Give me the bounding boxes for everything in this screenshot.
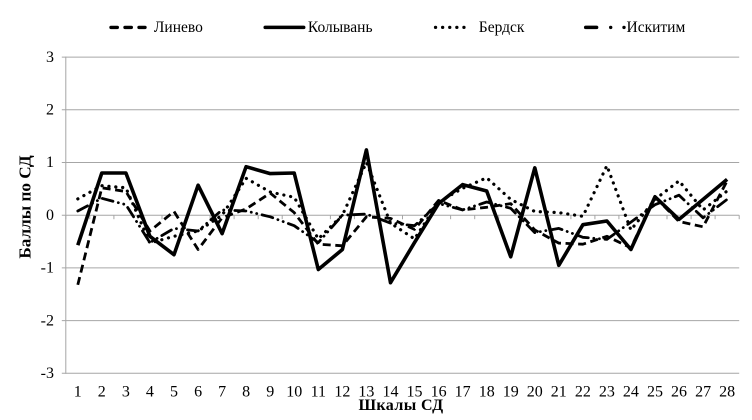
svg-text:7: 7: [218, 384, 226, 401]
svg-text:4: 4: [146, 384, 154, 401]
svg-text:-2: -2: [41, 312, 54, 329]
svg-text:5: 5: [170, 384, 178, 401]
svg-text:25: 25: [647, 384, 663, 401]
svg-text:9: 9: [266, 384, 274, 401]
svg-text:Колывань: Колывань: [308, 19, 373, 36]
svg-text:14: 14: [383, 384, 399, 401]
svg-text:-1: -1: [41, 260, 54, 277]
svg-text:21: 21: [551, 384, 567, 401]
svg-text:0: 0: [46, 207, 54, 224]
svg-text:17: 17: [455, 384, 471, 401]
svg-text:23: 23: [599, 384, 615, 401]
svg-text:2: 2: [98, 384, 106, 401]
svg-text:15: 15: [407, 384, 423, 401]
svg-text:27: 27: [695, 384, 711, 401]
svg-text:3: 3: [122, 384, 130, 401]
svg-text:20: 20: [527, 384, 543, 401]
svg-text:28: 28: [719, 384, 735, 401]
svg-text:8: 8: [242, 384, 250, 401]
svg-text:26: 26: [671, 384, 687, 401]
svg-text:1: 1: [74, 384, 82, 401]
svg-text:Линево: Линево: [154, 19, 203, 36]
svg-text:Баллы по СД: Баллы по СД: [15, 155, 34, 258]
svg-text:13: 13: [358, 384, 374, 401]
svg-text:10: 10: [286, 384, 302, 401]
svg-text:24: 24: [623, 384, 639, 401]
svg-text:Шкалы СД: Шкалы СД: [358, 397, 443, 414]
svg-text:18: 18: [479, 384, 495, 401]
svg-text:3: 3: [46, 49, 54, 66]
svg-text:19: 19: [503, 384, 519, 401]
svg-text:22: 22: [575, 384, 591, 401]
svg-text:1: 1: [46, 154, 54, 171]
svg-text:6: 6: [194, 384, 202, 401]
svg-text:Искитим: Искитим: [627, 19, 686, 36]
svg-text:Бердск: Бердск: [479, 19, 525, 36]
svg-text:11: 11: [311, 384, 326, 401]
svg-text:-3: -3: [41, 365, 54, 382]
svg-text:12: 12: [334, 384, 350, 401]
svg-text:2: 2: [46, 102, 54, 119]
svg-text:16: 16: [431, 384, 447, 401]
